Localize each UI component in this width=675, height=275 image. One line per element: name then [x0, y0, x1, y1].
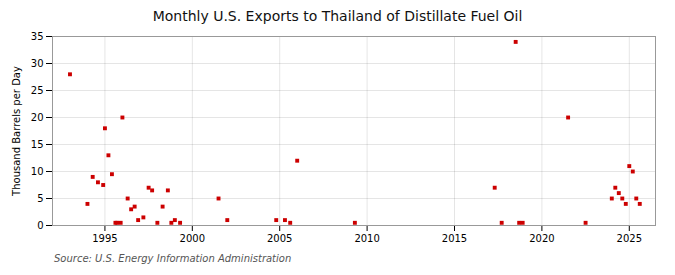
- svg-text:25: 25: [31, 85, 44, 96]
- svg-text:1995: 1995: [92, 233, 117, 244]
- svg-text:2015: 2015: [442, 233, 467, 244]
- svg-text:10: 10: [31, 166, 44, 177]
- svg-text:35: 35: [31, 31, 44, 42]
- svg-text:2020: 2020: [529, 233, 554, 244]
- svg-text:30: 30: [31, 58, 44, 69]
- svg-text:2005: 2005: [267, 233, 292, 244]
- svg-text:2010: 2010: [354, 233, 379, 244]
- svg-text:0: 0: [37, 220, 43, 231]
- html-text:Source: U.S. Energy Informatio: Source: U.S. Energy Information Administ…: [54, 253, 292, 264]
- svg-text:15: 15: [31, 139, 44, 150]
- html-text:Monthly U.S. Exports to Thaila: Monthly U.S. Exports to Thailand of Dist…: [152, 8, 523, 24]
- svg-text:Thousand Barrels per Day: Thousand Barrels per Day: [11, 66, 22, 197]
- svg-text:20: 20: [31, 112, 44, 123]
- svg-text:2025: 2025: [617, 233, 642, 244]
- svg-text:5: 5: [37, 193, 43, 204]
- svg-text:2000: 2000: [180, 233, 205, 244]
